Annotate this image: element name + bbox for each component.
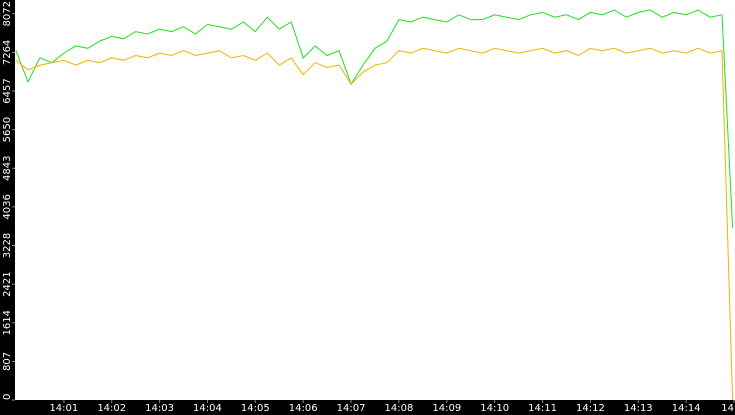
x-tick-label: 14:02 bbox=[97, 403, 126, 414]
y-tick-label: 0 bbox=[2, 394, 13, 400]
y-tick-label: 1614 bbox=[2, 310, 13, 335]
x-tick-label: 14:07 bbox=[337, 403, 366, 414]
x-tick-label: 14:04 bbox=[193, 403, 222, 414]
x-tick-label: 14:13 bbox=[624, 403, 653, 414]
x-tick-label: 14:05 bbox=[241, 403, 270, 414]
y-tick-label: 6457 bbox=[2, 78, 13, 103]
y-tick-label: 5650 bbox=[2, 117, 13, 142]
x-tick-label: 14:08 bbox=[385, 403, 414, 414]
line-series bbox=[15, 47, 734, 401]
x-tick-label: 14:01 bbox=[49, 403, 78, 414]
y-tick-label: 807 bbox=[2, 352, 13, 371]
y-tick-label: 7264 bbox=[2, 40, 13, 65]
line-series bbox=[15, 9, 734, 228]
x-tick-label: 14:03 bbox=[145, 403, 174, 414]
y-axis-strip bbox=[0, 0, 15, 415]
x-tick-label: 14:11 bbox=[528, 403, 557, 414]
x-axis-strip bbox=[0, 400, 735, 415]
x-tick-label: 14:14 bbox=[672, 403, 701, 414]
x-tick-label: 14:10 bbox=[480, 403, 509, 414]
x-tick-label: 14:06 bbox=[289, 403, 318, 414]
y-tick-label: 3228 bbox=[2, 233, 13, 258]
x-tick-label: 14:09 bbox=[432, 403, 461, 414]
y-tick-label: 8072 bbox=[2, 1, 13, 26]
y-tick-label: 4036 bbox=[2, 194, 13, 219]
y-tick-label: 4843 bbox=[2, 156, 13, 181]
x-tick-label: 14 bbox=[721, 403, 734, 414]
y-tick-label: 2421 bbox=[2, 271, 13, 296]
x-tick-label: 14:12 bbox=[576, 403, 605, 414]
